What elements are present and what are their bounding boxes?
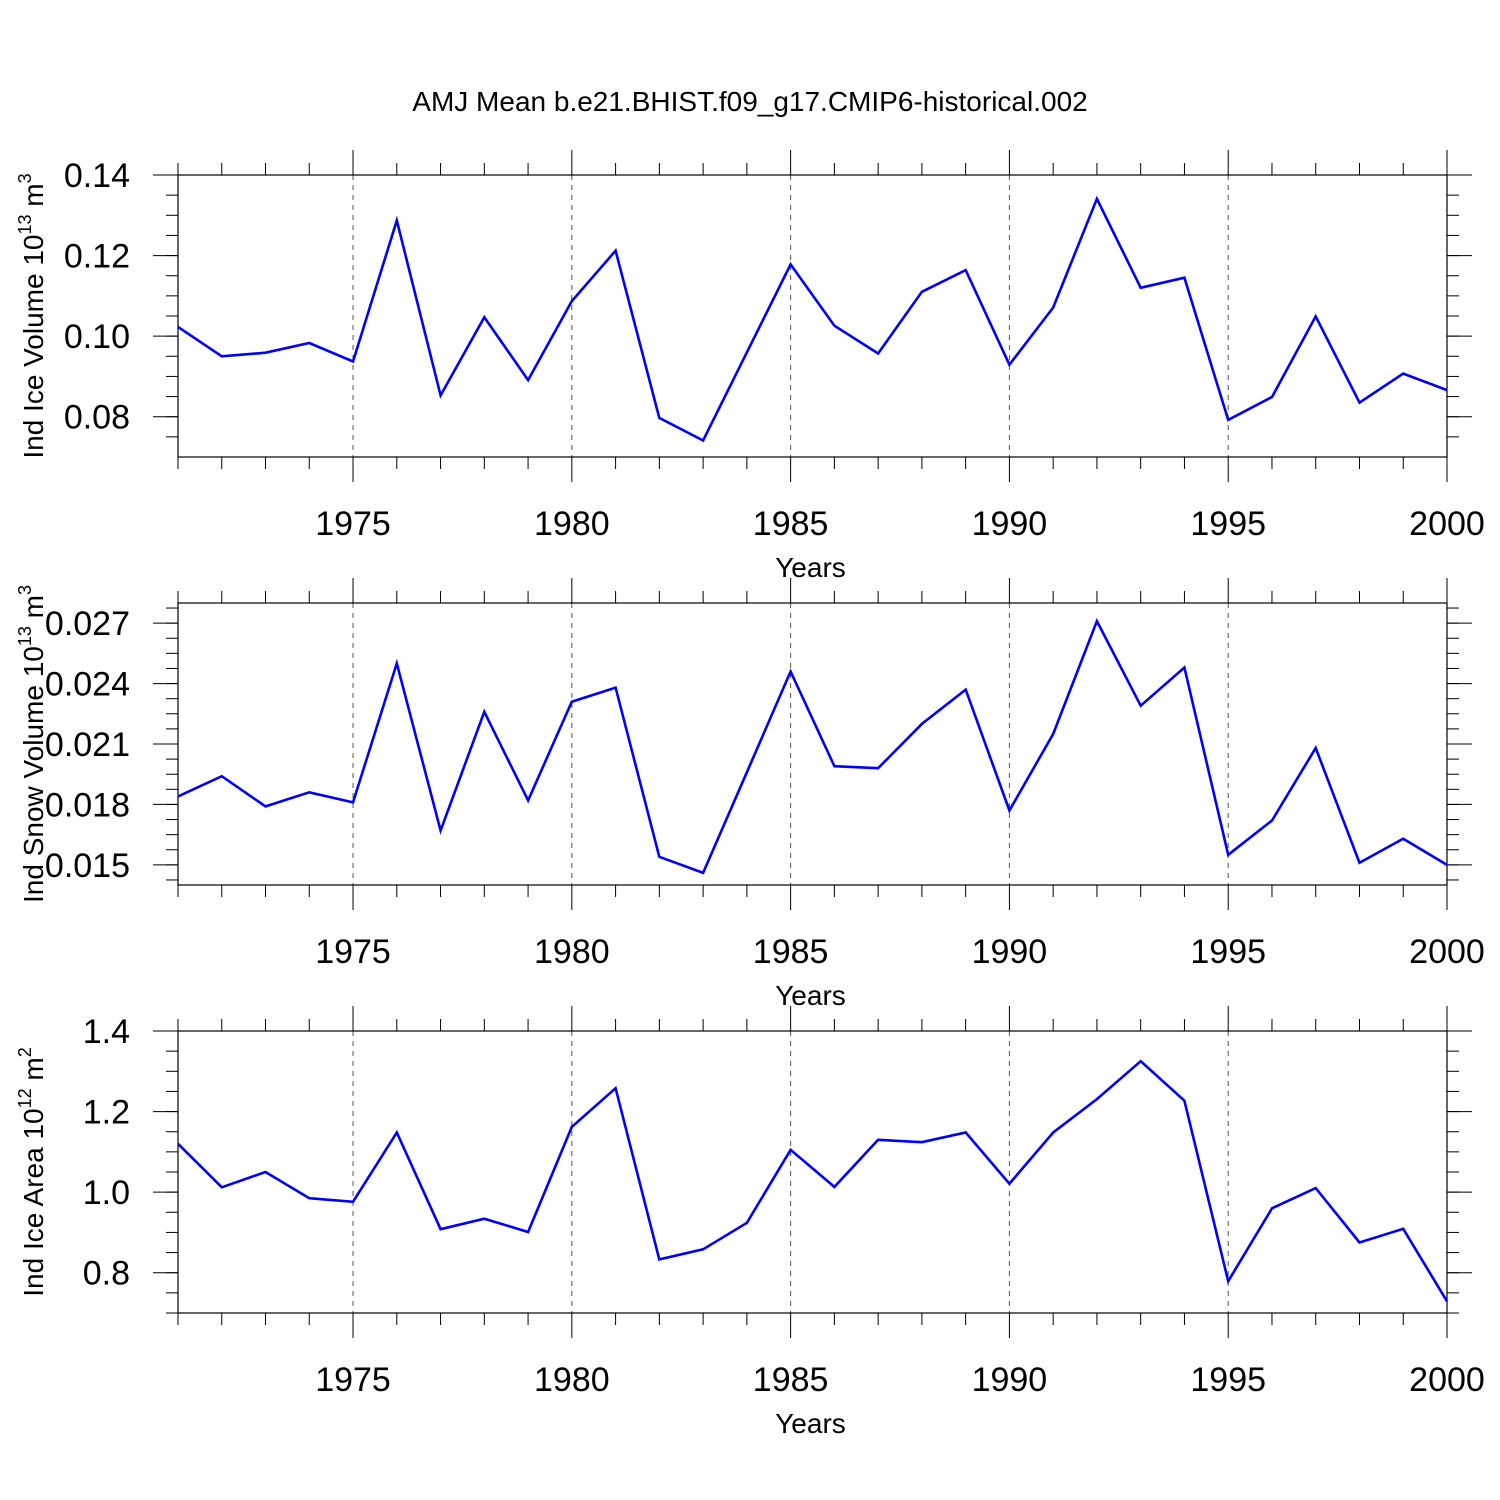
x-tick-label: 1985 [753, 933, 829, 971]
x-tick-label: 1975 [315, 505, 391, 543]
y-axis-label-exponent: 12 [15, 1088, 35, 1108]
x-tick-label: 1980 [534, 933, 610, 971]
y-axis-label-main: Ind Snow Volume 10 [18, 646, 49, 903]
y-tick-label: 0.021 [45, 726, 130, 764]
panel-3: 1975 1980 1985 1990 1995 2000 0.8 1.0 1.2 1.4 Year… [15, 1006, 1485, 1439]
y-tick-label: 1.2 [83, 1094, 130, 1132]
x-tick-label: 2000 [1409, 1361, 1485, 1399]
y-tick-label: 0.8 [83, 1255, 130, 1293]
data-series-line [177, 1059, 1449, 1302]
x-tick-label: 1990 [972, 1361, 1048, 1399]
x-tick-label: 2000 [1409, 505, 1485, 543]
data-series-line [177, 195, 1448, 443]
y-tick-label: 0.12 [64, 238, 130, 276]
y-tick-label: 0.027 [45, 605, 130, 643]
plot-frame [177, 1030, 1448, 1314]
y-tick-label: 0.015 [45, 847, 130, 885]
y-tick-label: 0.10 [64, 318, 130, 356]
x-tick-label: 2000 [1409, 933, 1485, 971]
y-axis-label-unit-exponent: 2 [15, 1047, 35, 1057]
x-axis-label: Years [775, 552, 846, 583]
y-tick-label: 1.0 [83, 1174, 130, 1212]
y-axis-label: Ind Ice Volume 1013 m3 [15, 173, 49, 458]
x-tick-label: 1980 [534, 505, 610, 543]
y-axis-label-main: Ind Ice Volume 10 [18, 235, 49, 459]
x-tick-label: 1990 [972, 505, 1048, 543]
y-tick-label: 0.08 [64, 399, 130, 437]
data-series-line [177, 617, 1448, 875]
x-tick-label: 1985 [753, 1361, 829, 1399]
x-axis-label: Years [775, 1408, 846, 1439]
plot-frame [177, 602, 1448, 886]
x-tick-label: 1985 [753, 505, 829, 543]
y-axis-label-exponent: 13 [15, 214, 35, 234]
x-tick-label: 1995 [1190, 1361, 1266, 1399]
y-tick-label: 0.018 [45, 786, 130, 824]
y-tick-label: 1.4 [83, 1013, 130, 1051]
y-axis-label-unit: m [18, 1057, 49, 1088]
y-axis-label: Ind Snow Volume 1013 m3 [15, 585, 49, 903]
y-axis-label-main: Ind Ice Area 10 [18, 1108, 49, 1296]
x-tick-label: 1990 [972, 933, 1048, 971]
panel-1: 1975 1980 1985 1990 1995 2000 0.08 0.10 0.12 0.14… [15, 150, 1485, 583]
y-tick-label: 0.024 [45, 666, 130, 704]
figure-title: AMJ Mean b.e21.BHIST.f09_g17.CMIP6-histo… [412, 86, 1087, 117]
y-axis-label-exponent: 13 [15, 626, 35, 646]
x-tick-label: 1980 [534, 1361, 610, 1399]
y-axis-label: Ind Ice Area 1012 m2 [15, 1047, 49, 1297]
panel-2: 1975 1980 1985 1990 1995 2000 0.015 0.018 0.021 0… [15, 578, 1485, 1011]
x-tick-label: 1995 [1190, 505, 1266, 543]
x-tick-label: 1975 [315, 933, 391, 971]
y-axis-label-unit-exponent: 3 [15, 585, 35, 595]
y-axis-label-unit: m [18, 183, 49, 214]
x-axis-label: Years [775, 980, 846, 1011]
y-axis-label-unit-exponent: 3 [15, 173, 35, 183]
x-tick-label: 1995 [1190, 933, 1266, 971]
y-tick-label: 0.14 [64, 157, 130, 195]
y-axis-label-unit: m [18, 595, 49, 626]
x-tick-label: 1975 [315, 1361, 391, 1399]
